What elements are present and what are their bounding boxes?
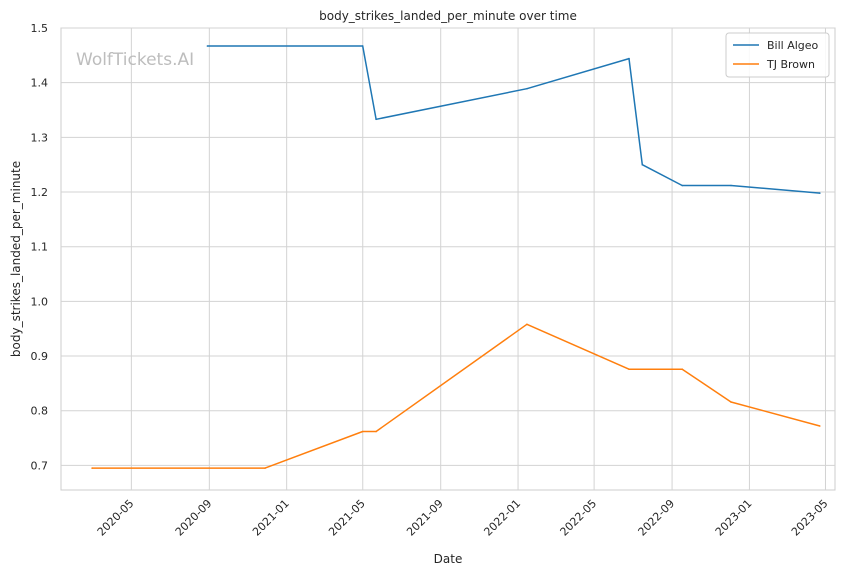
y-tick-label: 1.0 (31, 295, 49, 308)
x-tick-label: 2021-09 (404, 497, 446, 539)
y-axis-label: body_strikes_landed_per_minute (9, 161, 23, 357)
data-point (526, 87, 528, 90)
data-point (730, 401, 732, 403)
legend-box (725, 32, 830, 78)
x-tick-label: 2022-05 (558, 497, 600, 539)
x-tick-label: 2023-01 (713, 497, 755, 539)
y-tick-label: 1.4 (31, 77, 49, 90)
data-point (730, 184, 732, 187)
legend-label: TJ Brown (766, 58, 815, 71)
y-tick-label: 1.1 (31, 241, 49, 254)
data-point (681, 368, 683, 371)
y-tick-label: 0.9 (31, 350, 49, 363)
series-layer (91, 45, 821, 469)
y-tick-label: 1.2 (31, 186, 49, 199)
series-bill-algeo (206, 45, 821, 194)
grid (61, 27, 835, 490)
data-point (361, 45, 364, 47)
x-tick-label: 2020-05 (95, 497, 137, 539)
data-point (628, 57, 630, 60)
data-point (361, 430, 364, 433)
plot-background (60, 27, 836, 491)
data-point (641, 163, 644, 166)
chart-title: body_strikes_landed_per_minute over time (319, 9, 577, 23)
data-point (819, 425, 821, 427)
data-point (819, 192, 821, 194)
legend: Bill Algeo TJ Brown (725, 32, 830, 78)
x-tick-label: 2020-09 (173, 497, 215, 539)
data-point (375, 118, 377, 121)
y-tick-label: 0.8 (31, 405, 49, 418)
data-point (375, 430, 377, 433)
x-axis-label: Date (434, 552, 463, 566)
y-axis-ticks: 0.7 0.8 0.9 1.0 1.1 1.2 1.3 1.4 1.5 (31, 22, 49, 472)
data-point (91, 467, 93, 469)
y-tick-label: 1.3 (31, 131, 49, 144)
data-point (526, 323, 528, 326)
y-tick-label: 1.5 (31, 22, 49, 35)
series-tj-brown (91, 323, 821, 469)
data-point (628, 368, 630, 371)
x-axis-ticks: 2020-05 2020-09 2021-01 2021-05 2021-09 2022-… (95, 497, 831, 539)
x-tick-label: 2022-01 (481, 497, 523, 539)
y-tick-label: 0.7 (31, 459, 49, 472)
x-tick-label: 2023-05 (789, 497, 831, 539)
data-point (681, 184, 683, 187)
x-tick-label: 2021-05 (326, 497, 368, 539)
data-point (264, 467, 266, 469)
legend-label: Bill Algeo (767, 39, 819, 52)
watermark-text: WolfTickets.AI (76, 50, 194, 70)
data-point (206, 45, 209, 47)
x-tick-label: 2021-01 (250, 497, 292, 539)
x-tick-label: 2022-09 (636, 497, 678, 539)
